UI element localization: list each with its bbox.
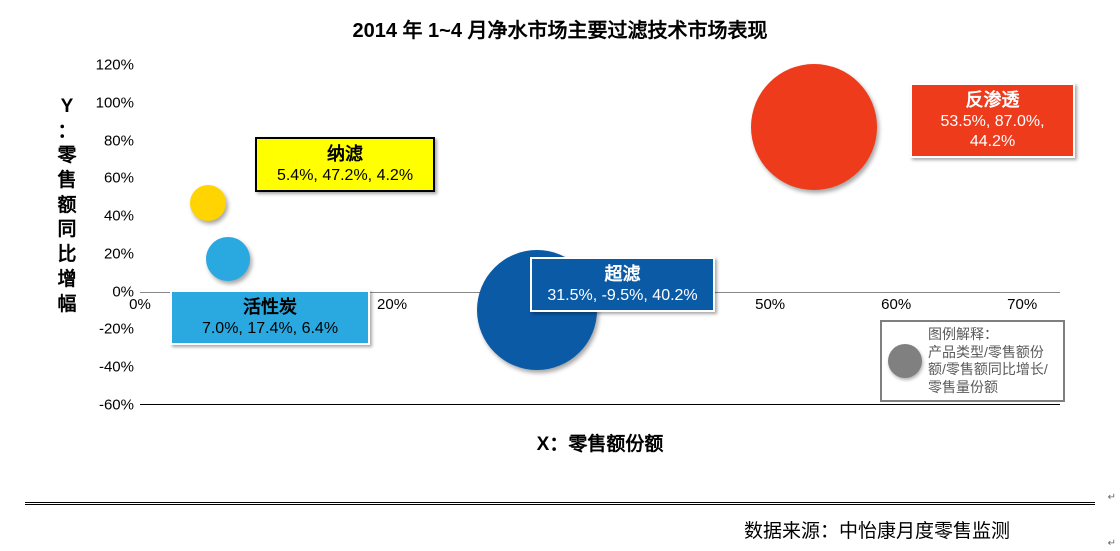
corner-mark-icon: ↵: [1108, 538, 1116, 549]
legend-box: 图例解释：产品类型/零售额份额/零售额同比增长/零售量份额: [880, 320, 1065, 402]
callout-name: 反渗透: [922, 89, 1063, 112]
legend-text: 图例解释：产品类型/零售额份额/零售额同比增长/零售量份额: [928, 326, 1048, 396]
y-tick-label: -40%: [82, 359, 134, 376]
callout-name: 超滤: [542, 263, 703, 286]
y-tick-label: 20%: [82, 245, 134, 262]
y-tick-label: 80%: [82, 132, 134, 149]
y-tick-label: 100%: [82, 94, 134, 111]
callout-huoxingtan: 活性炭7.0%, 17.4%, 6.4%: [170, 290, 370, 345]
y-tick-label: -20%: [82, 321, 134, 338]
bubble-huoxingtan: [206, 237, 250, 281]
x-axis-label: X：零售额份额: [140, 429, 1060, 456]
y-tick-label: 0%: [82, 283, 134, 300]
bubble-nalv: [190, 185, 226, 221]
source-text: 数据来源：中怡康月度零售监测: [744, 516, 1010, 543]
callout-values: 5.4%, 47.2%, 4.2%: [267, 166, 423, 186]
x-tick-label: 0%: [129, 296, 151, 426]
x-tick-label: 40%: [629, 296, 659, 426]
callout-values: 7.0%, 17.4%, 6.4%: [182, 319, 358, 339]
callout-chaolv: 超滤31.5%, -9.5%, 40.2%: [530, 257, 715, 312]
callout-fanshentou: 反渗透53.5%, 87.0%, 44.2%: [910, 83, 1075, 158]
y-tick-label: 60%: [82, 170, 134, 187]
x-tick-label: 50%: [755, 296, 785, 426]
y-axis-label: Y：零售额同比增幅: [50, 95, 84, 317]
callout-name: 活性炭: [182, 296, 358, 319]
corner-mark-icon: ↵: [1108, 492, 1116, 503]
chart-title: 2014 年 1~4 月净水市场主要过滤技术市场表现: [0, 0, 1120, 49]
chart-container: Y：零售额同比增幅 X：零售额份额 -60%-40%-20%0%20%40%60…: [50, 55, 1100, 465]
callout-values: 53.5%, 87.0%, 44.2%: [922, 112, 1063, 152]
y-tick-label: 120%: [82, 57, 134, 74]
y-tick-label: -60%: [82, 397, 134, 414]
x-tick-label: 20%: [377, 296, 407, 426]
legend-dot-icon: [888, 344, 922, 378]
y-tick-label: 40%: [82, 208, 134, 225]
callout-values: 31.5%, -9.5%, 40.2%: [542, 286, 703, 306]
bubble-fanshentou: [751, 64, 877, 190]
callout-nalv: 纳滤5.4%, 47.2%, 4.2%: [255, 137, 435, 192]
callout-name: 纳滤: [267, 143, 423, 166]
divider: [25, 502, 1095, 505]
plot-area: X：零售额份额 -60%-40%-20%0%20%40%60%80%100%12…: [140, 65, 1060, 405]
